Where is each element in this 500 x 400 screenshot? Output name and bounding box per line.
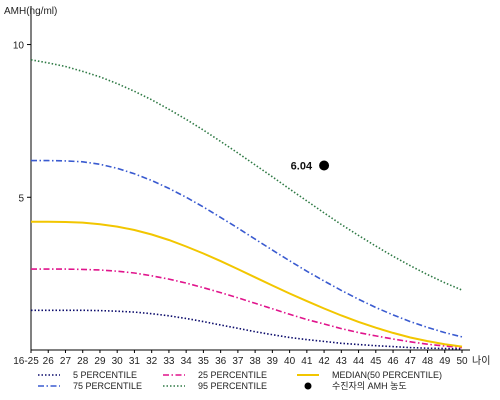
x-tick-label: 47 bbox=[405, 356, 417, 367]
legend: 5 PERCENTILE 25 PERCENTILE MEDIAN(50 PERCE… bbox=[38, 370, 442, 391]
x-tick-label: 32 bbox=[146, 356, 158, 367]
x-tick-label: 31 bbox=[129, 356, 141, 367]
legend-swatch-patient-point bbox=[304, 382, 312, 390]
legend-label: 5 PERCENTILE bbox=[73, 370, 137, 380]
axes: 5 10 AMH(ng/ml) 16-25 26 27 28 29 30 31 32 33 34 35 36… bbox=[4, 6, 490, 367]
y-tick-label: 5 bbox=[18, 193, 24, 204]
x-tick-label: 43 bbox=[336, 356, 348, 367]
x-tick-label: 28 bbox=[77, 356, 89, 367]
x-tick-label: 29 bbox=[94, 356, 106, 367]
series-line-95-percentile bbox=[30, 59, 463, 291]
x-tick-label: 37 bbox=[232, 356, 244, 367]
series-line-5-percentile bbox=[31, 309, 463, 350]
x-tick-label: 34 bbox=[181, 356, 193, 367]
legend-label: 95 PERCENTILE bbox=[198, 381, 267, 391]
series-line-median-50-percentile bbox=[31, 220, 463, 348]
series-line-75-percentile bbox=[31, 159, 463, 338]
y-tick-label: 10 bbox=[13, 41, 25, 52]
x-tick-label: 48 bbox=[422, 356, 434, 367]
x-tick-label: 26 bbox=[43, 356, 55, 367]
x-tick-label: 44 bbox=[353, 356, 365, 367]
legend-label: 25 PERCENTILE bbox=[198, 370, 267, 380]
x-tick-label: 38 bbox=[250, 356, 262, 367]
series-layer bbox=[30, 59, 463, 350]
x-tick-label: 40 bbox=[284, 356, 296, 367]
legend-label: 수진자의 AMH 농도 bbox=[332, 381, 407, 391]
x-tick-label: 16-25 bbox=[13, 356, 39, 367]
x-axis-title: 나이 bbox=[472, 355, 490, 367]
x-tick-label: 49 bbox=[439, 356, 451, 367]
x-tick-label: 30 bbox=[112, 356, 124, 367]
x-tick-label: 35 bbox=[198, 356, 210, 367]
point-layer: 6.04 bbox=[291, 160, 330, 173]
patient-amh-value-label: 6.04 bbox=[291, 161, 313, 173]
x-tick-label: 45 bbox=[370, 356, 382, 367]
patient-amh-point bbox=[319, 160, 330, 171]
y-axis-title: AMH(ng/ml) bbox=[4, 6, 57, 17]
legend-label: MEDIAN(50 PERCENTILE) bbox=[332, 370, 442, 380]
x-tick-label: 27 bbox=[60, 356, 72, 367]
x-tick-label: 41 bbox=[301, 356, 313, 367]
x-tick-label: 50 bbox=[456, 356, 468, 367]
x-tick-label: 42 bbox=[319, 356, 331, 367]
x-tick-label: 36 bbox=[215, 356, 227, 367]
legend-label: 75 PERCENTILE bbox=[73, 381, 142, 391]
series-line-25-percentile bbox=[31, 268, 463, 349]
x-tick-label: 39 bbox=[267, 356, 279, 367]
x-tick-label: 46 bbox=[387, 356, 399, 367]
x-tick-label: 33 bbox=[163, 356, 175, 367]
